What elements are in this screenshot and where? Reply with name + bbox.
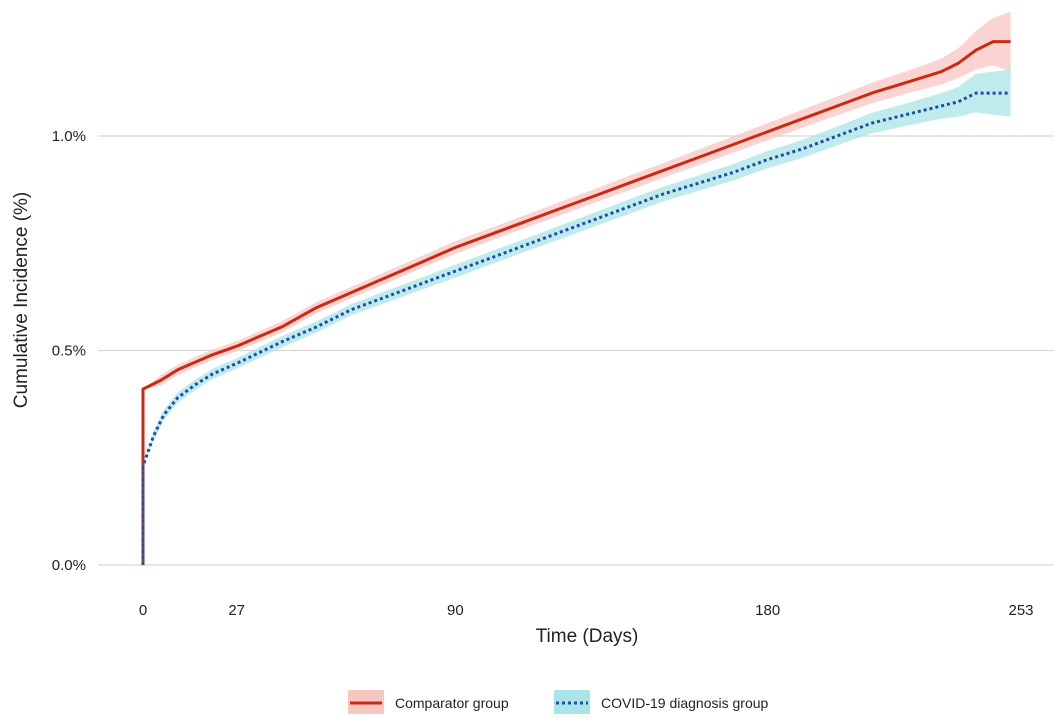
y-axis-title: Cumulative Incidence (%)	[11, 192, 32, 408]
legend-label-comparator: Comparator group	[395, 695, 509, 711]
y-tick-label-0: 0.0%	[52, 557, 86, 574]
confidence-band-layer	[143, 11, 1011, 566]
y-tick-label-1: 0.5%	[52, 343, 86, 360]
y-tick-label-2: 1.0%	[52, 128, 86, 145]
confidence-band-series-1	[143, 69, 1011, 565]
tick-label-layer: 0.0% 0.5% 1.0% 0 27 90 180 253	[52, 128, 1034, 619]
x-tick-label-2: 90	[447, 602, 464, 619]
series-line-1	[141, 91, 1011, 565]
legend-swatch-covid-band	[554, 690, 590, 714]
x-tick-label-0: 0	[139, 602, 147, 619]
series-line-layer	[141, 40, 1011, 565]
x-tick-label-3: 180	[755, 602, 780, 619]
series-line-0	[141, 40, 1011, 565]
confidence-band-series-0	[143, 11, 1011, 566]
legend: Comparator group COVID-19 diagnosis grou…	[348, 690, 769, 714]
x-tick-label-1: 27	[228, 602, 245, 619]
legend-label-covid: COVID-19 diagnosis group	[601, 695, 769, 711]
x-axis-title: Time (Days)	[536, 626, 639, 647]
x-tick-label-4: 253	[1008, 602, 1033, 619]
